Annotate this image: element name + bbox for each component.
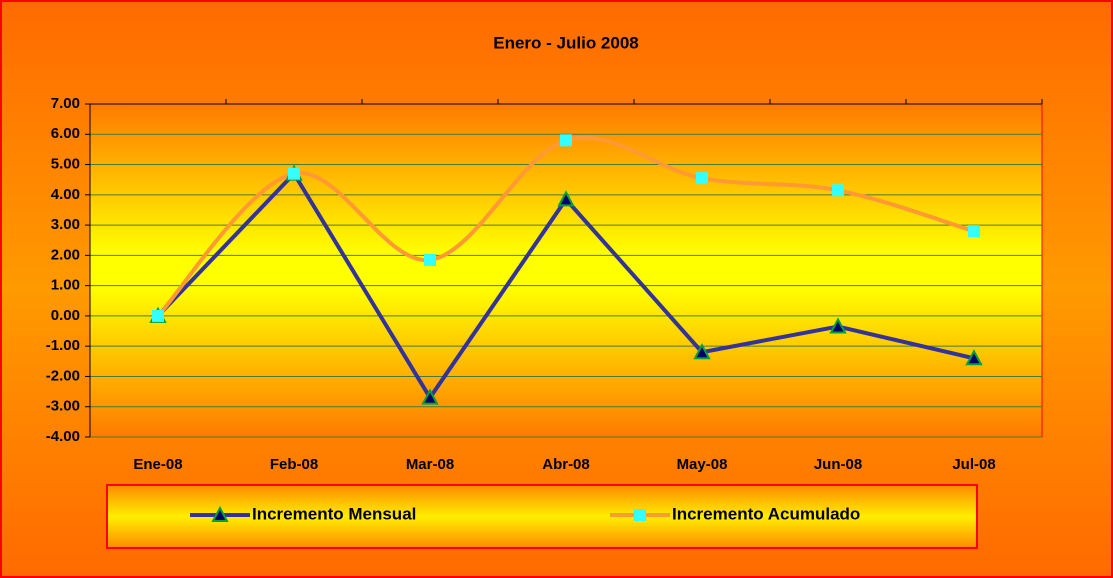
legend-label: Incremento Mensual [252,504,416,523]
marker [829,317,847,334]
y-tick-label: -1.00 [46,337,80,354]
x-tick-label: May-08 [677,456,728,473]
y-tick-label: 4.00 [51,186,80,203]
marker [557,190,575,207]
legend-marker [211,505,229,522]
legend [106,484,978,549]
y-tick-label: 2.00 [51,246,80,263]
marker [693,343,711,360]
y-tick-label: 7.00 [51,95,80,112]
y-tick-label: -3.00 [46,398,80,415]
y-tick-label: 0.00 [51,307,80,324]
x-tick-label: Jul-08 [952,456,995,473]
y-tick-label: 6.00 [51,125,80,142]
marker [965,349,983,366]
legend-marker [634,509,646,521]
marker [696,172,708,185]
x-tick-label: Feb-08 [270,456,318,473]
x-tick-label: Abr-08 [542,456,590,473]
marker [421,388,439,405]
x-tick-label: Ene-08 [133,456,182,473]
legend-label: Incremento Acumulado [672,504,860,523]
marker [288,167,300,180]
y-tick-label: -4.00 [46,428,80,445]
x-tick-label: Jun-08 [814,456,862,473]
x-tick-label: Mar-08 [406,456,454,473]
plot-area [89,103,1043,438]
marker [424,253,436,266]
y-tick-label: 1.00 [51,277,80,294]
y-tick-label: 3.00 [51,216,80,233]
marker [560,134,572,147]
marker [152,309,164,322]
chart-title: Enero - Julio 2008 [493,33,639,52]
y-tick-label: -2.00 [46,367,80,384]
y-tick-label: 5.00 [51,156,80,173]
marker [832,184,844,197]
marker [968,225,980,238]
